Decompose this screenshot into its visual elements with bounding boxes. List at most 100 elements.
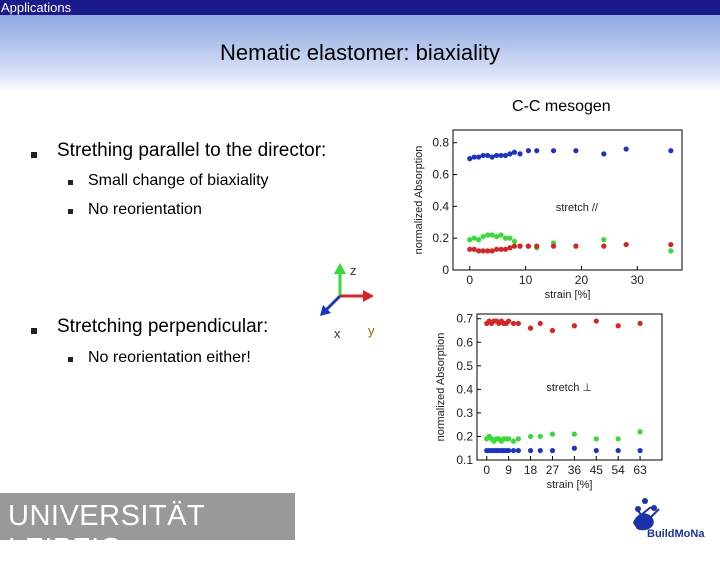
data-point [593,436,599,442]
footer-banner: UNIVERSITÄT LEIPZIG [0,493,295,565]
top-bar: Applications [0,0,720,15]
data-point [615,436,621,442]
y-tick-label: 0.8 [432,136,449,150]
y-tick-label: 0.3 [456,406,473,420]
data-point [510,447,517,454]
bullet-marker [31,152,37,158]
y-label: y [368,323,375,338]
data-point [668,148,674,154]
data-point [549,431,556,437]
x-tick-label: 36 [568,463,582,477]
data-point [550,243,557,249]
data-point [571,445,577,451]
data-point [615,323,621,329]
sub-bullet-marker [68,209,73,214]
sub-bullet-no-reorientation-either: No reorientation either! [88,349,251,366]
buildmona-logo: BuildMoNa [633,498,705,540]
x-tick-label: 0 [466,273,473,287]
data-point [471,154,477,160]
data-point [637,447,643,454]
data-point [623,146,629,152]
y-axis-label: normalized Absorption [413,146,425,255]
bullet-marker [31,328,37,334]
data-point [480,233,486,240]
chart-stretch-perpendicular: 0.1 0.2 0.3 0.4 0.5 0.6 0.7 0 9 18 27 36 45 54 63 strai… [435,312,663,491]
chart-stretch-parallel: 0 0.2 0.4 0.6 0.8 0 10 20 30 strain [%] normalized… [413,129,683,300]
data-point [637,320,643,327]
data-point [511,149,518,155]
x-tick-label: 63 [633,463,647,477]
data-point [515,436,521,442]
data-point [506,447,512,454]
x-tick-label: 10 [519,273,533,287]
y-tick-label: 0.7 [456,312,473,326]
data-point [510,438,517,444]
data-point [493,233,500,240]
data-point [498,232,504,238]
data-point [471,246,477,252]
data-point [498,152,504,159]
data-point [515,447,521,454]
x-tick-label: 54 [612,463,626,477]
data-point [476,248,482,254]
y-tick-label: 0.4 [432,199,449,213]
stretch-annotation: stretch // [556,202,599,214]
data-point [515,320,521,327]
data-point [467,237,473,243]
x-label: x [334,326,341,341]
y-tick-label: 0.2 [456,429,473,443]
x-tick-label: 0 [483,463,490,477]
data-point [527,447,534,454]
data-point [493,152,500,159]
data-point [502,235,509,241]
data-point [534,243,540,249]
x-tick-label: 9 [505,463,512,477]
sub-bullet-marker [68,357,73,362]
y-arrowhead [363,290,374,302]
header-gradient [0,15,720,92]
y-tick-label: 0.6 [456,335,473,349]
data-point [485,248,491,254]
x-tick-label: 20 [575,273,589,287]
x-arrowhead [320,305,331,316]
data-point [668,241,674,248]
z-arrowhead [334,263,346,274]
plot-frame [452,129,683,271]
bullet-perpendicular: Stretching perpendicular: [57,316,269,337]
data-point [623,241,629,248]
mesogen-label: C-C mesogen [512,98,611,115]
sub-bullet-marker [68,180,73,185]
data-point [571,431,577,437]
data-point [489,248,495,254]
data-point [527,325,534,331]
data-point [507,151,513,157]
data-point [593,447,599,454]
data-point [467,156,473,162]
data-point [507,245,513,251]
y-tick-label: 0 [442,263,449,277]
data-point [485,152,491,159]
data-point [471,235,477,241]
data-point [502,246,509,252]
data-point [510,320,517,327]
data-point [511,238,518,244]
data-point [489,232,495,238]
x-axis-label: strain [%] [545,289,591,300]
data-point [571,323,577,329]
y-tick-label: 0.4 [456,382,473,396]
y-tick-label: 0.1 [456,453,473,467]
x-tick-label: 27 [546,463,560,477]
y-tick-label: 0.5 [456,359,473,373]
x-tick-label: 45 [590,463,604,477]
data-point [549,327,556,334]
data-point [534,148,540,154]
data-point [517,243,523,249]
data-point [550,148,557,154]
data-point [537,433,543,440]
y-tick-label: 0.2 [432,231,449,245]
x-tick-label: 30 [631,273,645,287]
data-point [485,232,491,238]
data-point [525,243,532,249]
data-point [476,237,482,243]
x-axis-label: strain [%] [547,479,593,491]
